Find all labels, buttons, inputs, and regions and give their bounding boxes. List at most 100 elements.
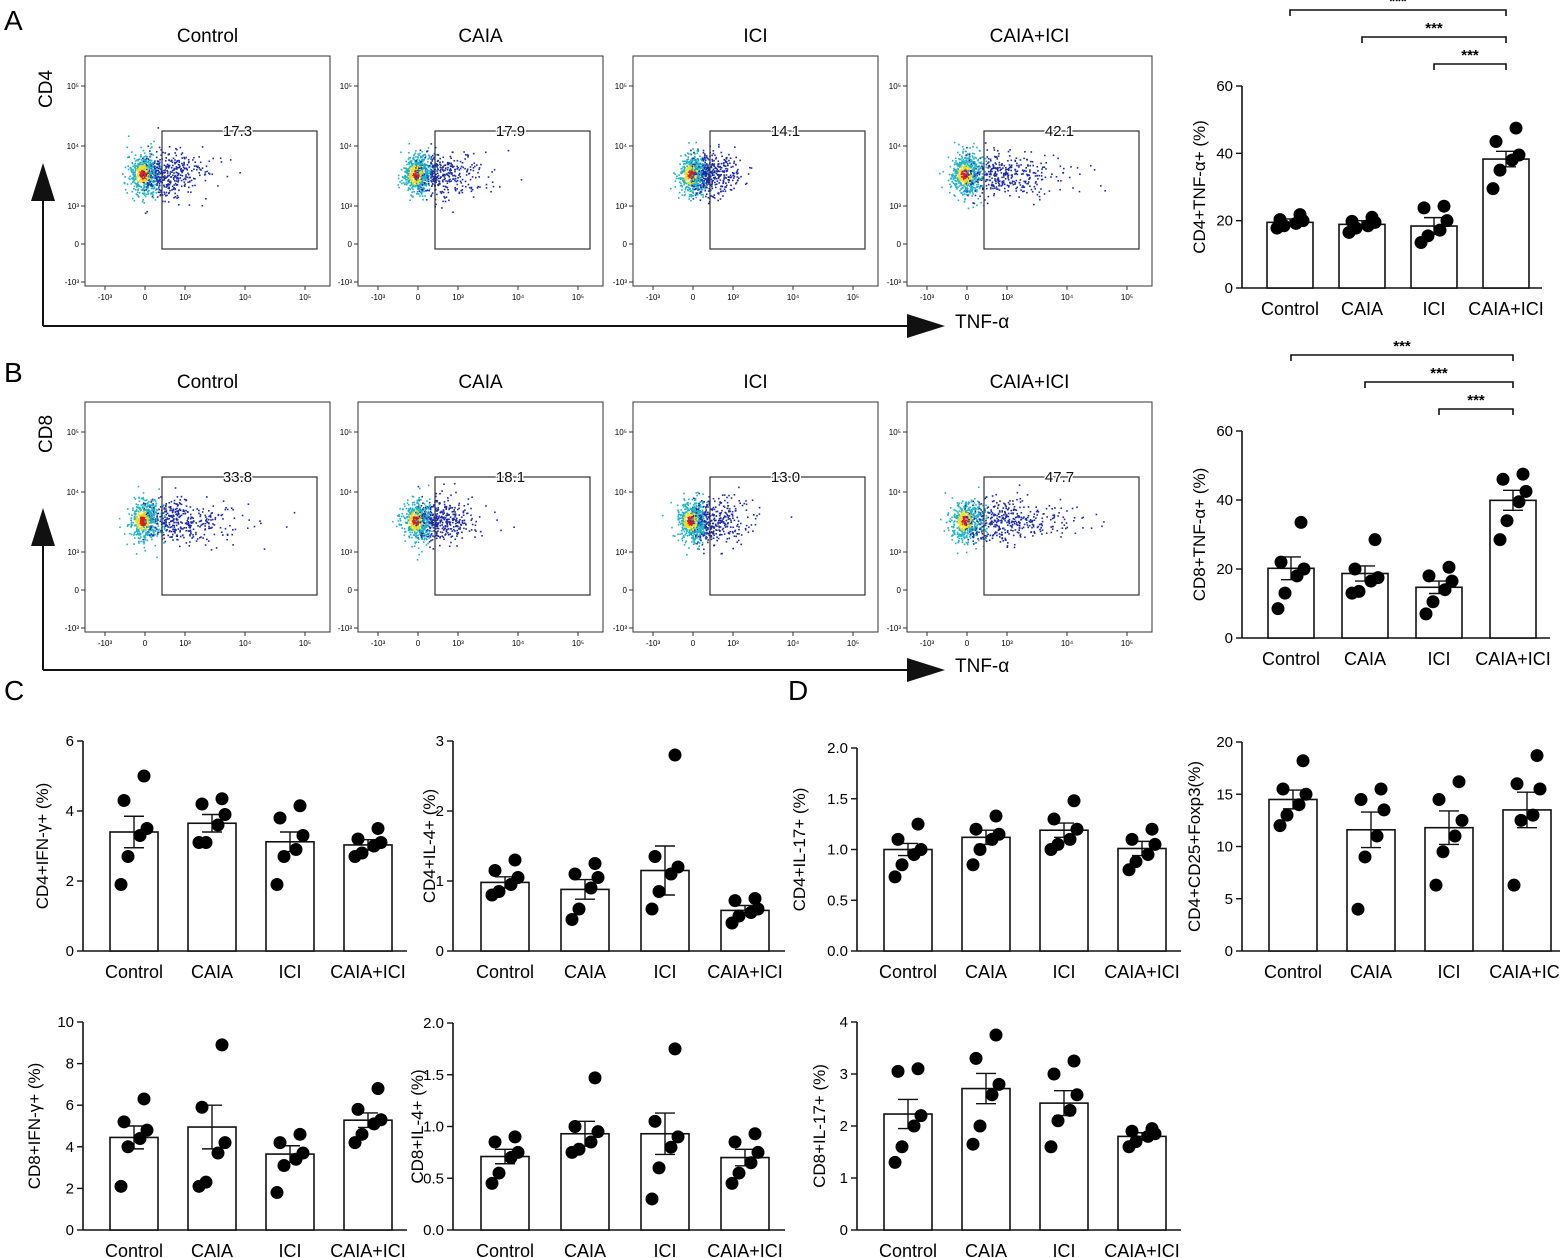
flow-event — [984, 174, 986, 176]
flow-event — [134, 175, 136, 178]
flow-event — [444, 164, 447, 166]
flow-event — [451, 151, 454, 154]
flow-event — [682, 171, 685, 173]
flow-event — [419, 195, 421, 197]
flow-event — [973, 173, 975, 175]
flow-event — [963, 177, 965, 180]
flow-event — [149, 176, 152, 179]
flow-event — [151, 535, 154, 538]
flow-event — [407, 168, 409, 170]
flow-event — [700, 193, 702, 196]
flow-event — [409, 176, 412, 179]
flow-event — [140, 166, 143, 169]
flow-event — [477, 171, 479, 174]
flow-event — [430, 143, 433, 145]
flow-event — [401, 182, 403, 185]
flow-event — [706, 180, 709, 182]
flow-event — [733, 187, 735, 190]
flow-event — [418, 168, 421, 171]
flow-event — [681, 171, 684, 174]
flow-event — [1000, 168, 1003, 171]
flow-event — [204, 179, 207, 182]
flow-event — [407, 189, 409, 192]
flow-event — [684, 160, 687, 163]
flow-ytick-label: 10³ — [615, 202, 627, 211]
flow-event — [725, 174, 728, 176]
flow-plot-title: ICI — [743, 26, 767, 47]
flow-event — [421, 172, 424, 174]
flow-event — [1007, 186, 1010, 188]
flow-event — [417, 185, 419, 187]
flow-event — [972, 202, 974, 204]
flow-event — [144, 183, 147, 185]
flow-event — [229, 159, 232, 161]
flow-event — [965, 187, 967, 190]
flow-event — [1010, 164, 1013, 167]
flow-event — [168, 146, 171, 148]
flow-event — [173, 524, 175, 527]
flow-event — [977, 172, 980, 174]
flow-event — [173, 526, 176, 529]
flow-event — [465, 185, 467, 188]
flow-event — [690, 178, 693, 181]
flow-event — [995, 186, 998, 188]
flow-event — [420, 171, 422, 174]
flow-event — [429, 175, 432, 178]
flow-event — [416, 173, 419, 175]
flow-event — [689, 153, 692, 155]
flow-event — [956, 164, 958, 166]
flow-event — [135, 520, 137, 522]
flow-event — [408, 171, 411, 173]
flow-event — [1009, 182, 1012, 185]
flow-event — [735, 181, 738, 184]
flow-event — [408, 188, 411, 190]
flow-event — [478, 168, 480, 171]
flow-event — [201, 523, 204, 526]
flow-event — [126, 525, 129, 527]
flow-event — [693, 173, 696, 176]
flow-event — [445, 173, 448, 175]
flow-event — [176, 538, 178, 541]
flow-event — [144, 499, 146, 502]
flow-event — [414, 185, 417, 188]
flow-event — [703, 184, 706, 187]
flow-event — [170, 520, 173, 522]
flow-event — [1015, 172, 1017, 175]
flow-event — [136, 524, 139, 526]
flow-event — [694, 194, 697, 196]
flow-event — [210, 527, 212, 529]
flow-event — [176, 514, 179, 517]
flow-event — [189, 506, 192, 508]
flow-event — [152, 508, 155, 511]
flow-event — [176, 160, 178, 162]
flow-event — [429, 521, 432, 524]
flow-event — [162, 531, 165, 534]
flow-event — [406, 169, 409, 172]
flow-event — [998, 182, 1000, 185]
flow-event — [958, 157, 960, 160]
flow-event — [965, 193, 967, 196]
flow-event — [151, 178, 153, 180]
flow-event — [154, 167, 156, 170]
flow-event — [702, 185, 704, 187]
flow-event — [410, 160, 412, 163]
flow-event — [694, 179, 696, 181]
flow-event — [958, 185, 961, 187]
flow-event — [987, 183, 990, 186]
flow-event — [153, 512, 155, 515]
flow-event — [939, 172, 941, 175]
flow-event — [193, 156, 195, 159]
flow-event — [436, 153, 439, 156]
flow-event — [198, 512, 200, 515]
flow-event — [1029, 176, 1031, 179]
flow-event — [132, 181, 134, 183]
flow-event — [1023, 157, 1025, 160]
flow-event — [147, 516, 149, 518]
flow-event — [954, 170, 956, 172]
flow-event — [423, 190, 426, 193]
flow-event — [684, 178, 686, 180]
flow-event — [968, 168, 970, 170]
flow-event — [435, 173, 437, 176]
flow-event — [458, 169, 461, 171]
flow-event — [959, 154, 961, 156]
